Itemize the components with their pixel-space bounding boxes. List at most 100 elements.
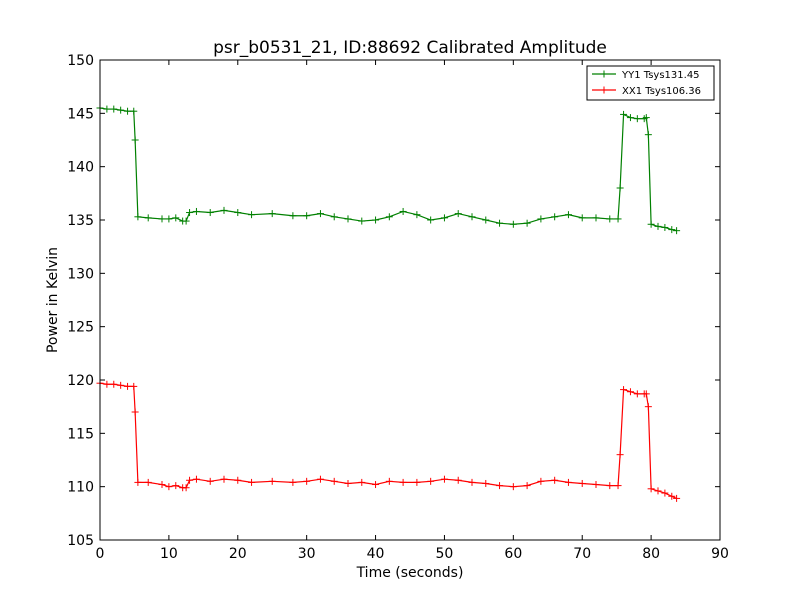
- legend: YY1 Tsys131.45 XX1 Tsys106.36: [586, 65, 715, 101]
- y-tick-label: 145: [67, 106, 94, 122]
- data-point: [578, 479, 586, 487]
- y-tick-label: 105: [67, 533, 94, 549]
- data-point: [220, 206, 228, 214]
- data-point: [172, 482, 180, 490]
- data-point: [248, 211, 256, 219]
- data-point: [642, 390, 650, 398]
- data-point: [427, 216, 435, 224]
- data-point: [316, 210, 324, 218]
- y-tick-label: 115: [67, 426, 94, 442]
- data-point: [496, 219, 504, 227]
- data-point: [234, 476, 242, 484]
- data-point: [537, 215, 545, 223]
- series-line: [99, 382, 677, 499]
- data-point: [192, 207, 200, 215]
- data-point: [358, 217, 366, 225]
- y-tick-label: 125: [67, 320, 94, 336]
- data-point: [131, 136, 139, 144]
- data-point: [372, 481, 380, 489]
- data-point: [330, 213, 338, 221]
- data-point: [330, 477, 338, 485]
- data-point: [316, 475, 324, 483]
- data-point: [592, 481, 600, 489]
- data-point: [372, 216, 380, 224]
- y-tick-label: 130: [67, 266, 94, 282]
- data-point: [614, 482, 622, 490]
- data-point: [673, 494, 681, 502]
- legend-label: YY1 Tsys131.45: [621, 70, 700, 81]
- data-point: [131, 408, 139, 416]
- data-point: [668, 492, 676, 500]
- data-point: [303, 477, 311, 485]
- data-point: [124, 107, 132, 115]
- x-tick-label: 50: [436, 546, 454, 562]
- data-point: [206, 209, 214, 217]
- data-point: [144, 214, 152, 222]
- data-point: [592, 214, 600, 222]
- data-point: [537, 477, 545, 485]
- data-point: [620, 386, 628, 394]
- data-point: [454, 210, 462, 218]
- data-point: [564, 478, 572, 486]
- data-point: [134, 213, 142, 221]
- data-point: [130, 107, 138, 115]
- data-point: [661, 223, 669, 231]
- data-point: [673, 227, 681, 235]
- y-tick-label: 150: [67, 53, 94, 69]
- data-point: [130, 382, 138, 390]
- y-tick-label: 140: [67, 160, 94, 176]
- data-point: [468, 213, 476, 221]
- data-point: [268, 210, 276, 218]
- x-axis-label: Time (seconds): [356, 565, 464, 581]
- data-point: [440, 214, 448, 222]
- data-point: [496, 482, 504, 490]
- x-tick-label: 30: [298, 546, 316, 562]
- data-point: [124, 382, 132, 390]
- data-point: [642, 114, 650, 122]
- data-point: [385, 477, 393, 485]
- data-point: [668, 226, 676, 234]
- y-tick-label: 120: [67, 373, 94, 389]
- data-point: [186, 476, 194, 484]
- data-point: [482, 216, 490, 224]
- data-point: [110, 380, 118, 388]
- data-point: [633, 115, 641, 123]
- data-point: [158, 481, 166, 489]
- data-point: [606, 215, 614, 223]
- data-point: [647, 485, 655, 493]
- x-tick-label: 0: [96, 546, 105, 562]
- data-point: [165, 215, 173, 223]
- data-point: [158, 215, 166, 223]
- data-point: [654, 487, 662, 495]
- data-point: [633, 390, 641, 398]
- chart-title: psr_b0531_21, ID:88692 Calibrated Amplit…: [213, 38, 607, 58]
- x-tick-label: 60: [504, 546, 522, 562]
- x-tick-label: 40: [367, 546, 385, 562]
- data-point: [551, 213, 559, 221]
- data-point: [509, 220, 517, 228]
- data-point: [468, 478, 476, 486]
- data-point: [647, 220, 655, 228]
- legend-item: YY1 Tsys131.45: [592, 70, 700, 81]
- axis-ticks: 0 10 20 30 40 50 60 70 80 90 105 110 115 120 125 130 135…: [67, 53, 729, 562]
- data-point: [192, 475, 200, 483]
- data-point: [110, 105, 118, 113]
- data-point: [186, 209, 194, 217]
- data-point: [344, 479, 352, 487]
- data-point: [616, 184, 624, 192]
- data-point: [182, 484, 190, 492]
- series-0: [96, 104, 681, 235]
- data-point: [358, 478, 366, 486]
- data-point: [234, 209, 242, 217]
- data-point: [134, 478, 142, 486]
- data-point: [661, 489, 669, 497]
- plot-frame: [99, 59, 721, 541]
- data-point: [144, 478, 152, 486]
- data-point: [616, 451, 624, 459]
- data-point: [289, 478, 297, 486]
- data-point: [165, 483, 173, 491]
- data-point: [564, 211, 572, 219]
- data-point: [454, 476, 462, 484]
- data-point: [289, 212, 297, 220]
- data-point: [654, 222, 662, 230]
